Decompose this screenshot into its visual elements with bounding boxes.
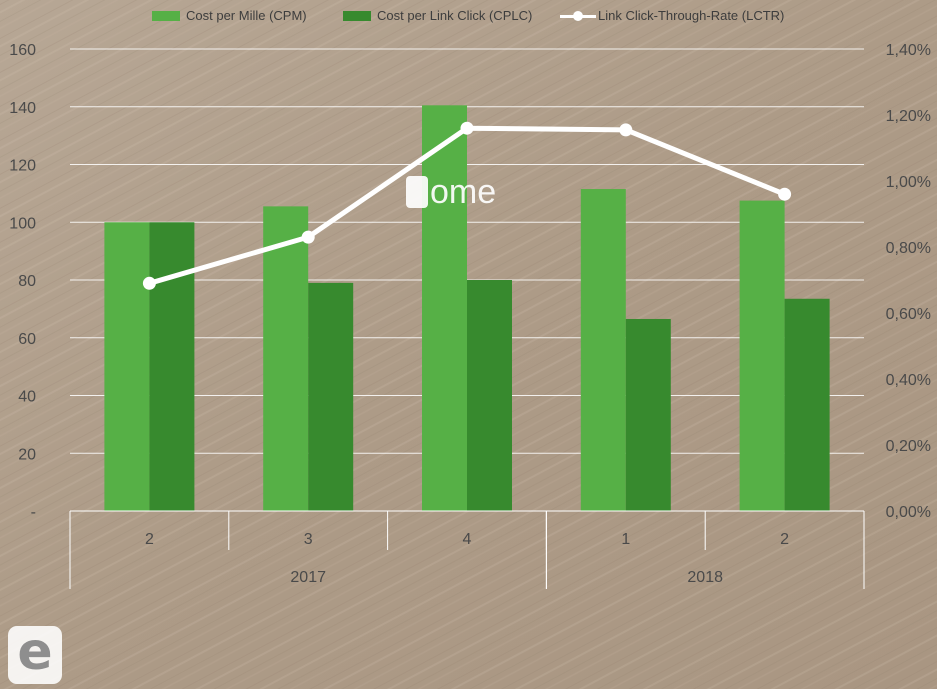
legend-label-cplc: Cost per Link Click (CPLC) (377, 8, 533, 23)
chart-legend: Cost per Mille (CPM) Cost per Link Click… (0, 6, 937, 28)
point-lctr (619, 123, 633, 137)
x-category-label: 2 (780, 531, 789, 548)
right-y-axis: 0,00% 0,20% 0,40% 0,60% 0,80% 1,00% 1,20% 1,40% (886, 42, 931, 521)
x-category-label: 1 (621, 531, 630, 548)
point-lctr (778, 187, 792, 201)
left-y-axis: - 20 40 60 80 100 120 140 160 (9, 42, 36, 521)
x-group-label: 2017 (290, 569, 326, 586)
legend-swatch-cpm (152, 10, 180, 21)
left-y-tick-label: 60 (18, 331, 36, 348)
left-y-tick-label: 100 (9, 215, 36, 232)
corner-logo: e (8, 626, 62, 684)
x-group-label: 2018 (687, 569, 723, 586)
right-y-tick-label: 0,00% (886, 504, 931, 521)
left-y-tick-label: 40 (18, 389, 36, 406)
bar-cpm (422, 105, 467, 512)
line-series (142, 121, 792, 290)
watermark-box-icon (406, 176, 428, 208)
bar-cplc (467, 280, 512, 511)
point-lctr (142, 276, 156, 290)
legend-label-cpm: Cost per Mille (CPM) (186, 8, 307, 23)
bar-cplc (625, 318, 671, 511)
left-y-tick-label: 160 (9, 42, 36, 59)
corner-logo-letter: e (17, 622, 53, 682)
left-y-tick-label: 140 (9, 100, 36, 117)
legend-item-cplc: Cost per Link Click (CPLC) (343, 8, 532, 23)
right-y-tick-label: 0,80% (886, 240, 931, 257)
bar-cpm (263, 206, 309, 511)
x-category-label: 2 (145, 531, 154, 548)
legend-label-lctr: Link Click-Through-Rate (LCTR) (598, 8, 785, 23)
left-y-tick-label: 80 (18, 273, 36, 290)
legend-line-marker-lctr (560, 10, 596, 21)
bar-cpm (104, 222, 150, 511)
right-y-tick-label: 0,60% (886, 306, 931, 323)
legend-item-lctr: Link Click-Through-Rate (LCTR) (560, 8, 784, 23)
bar-cplc (149, 222, 195, 511)
left-y-tick-label: 20 (18, 446, 36, 463)
x-category-label: 3 (304, 531, 313, 548)
legend-swatch-cplc (343, 10, 371, 21)
right-y-tick-label: 0,40% (886, 372, 931, 389)
x-category-label: 4 (463, 531, 472, 548)
point-lctr (460, 121, 474, 135)
bar-cplc (784, 298, 830, 511)
right-y-tick-label: 1,00% (886, 174, 931, 191)
legend-item-cpm: Cost per Mille (CPM) (152, 8, 307, 23)
right-y-tick-label: 1,20% (886, 108, 931, 125)
watermark: ome (406, 172, 496, 212)
left-y-tick-label: - (31, 504, 36, 521)
point-lctr (301, 230, 315, 244)
bar-cpm (739, 200, 785, 511)
watermark-text: ome (430, 172, 497, 211)
right-y-tick-label: 0,20% (886, 438, 931, 455)
bar-cpm (580, 189, 626, 511)
right-y-tick-label: 1,40% (886, 42, 931, 59)
left-y-tick-label: 120 (9, 158, 36, 175)
bar-cplc (308, 282, 354, 511)
x-axis: 2 3 4 1 2 2017 2018 (69, 510, 865, 589)
bar-series (104, 105, 830, 512)
